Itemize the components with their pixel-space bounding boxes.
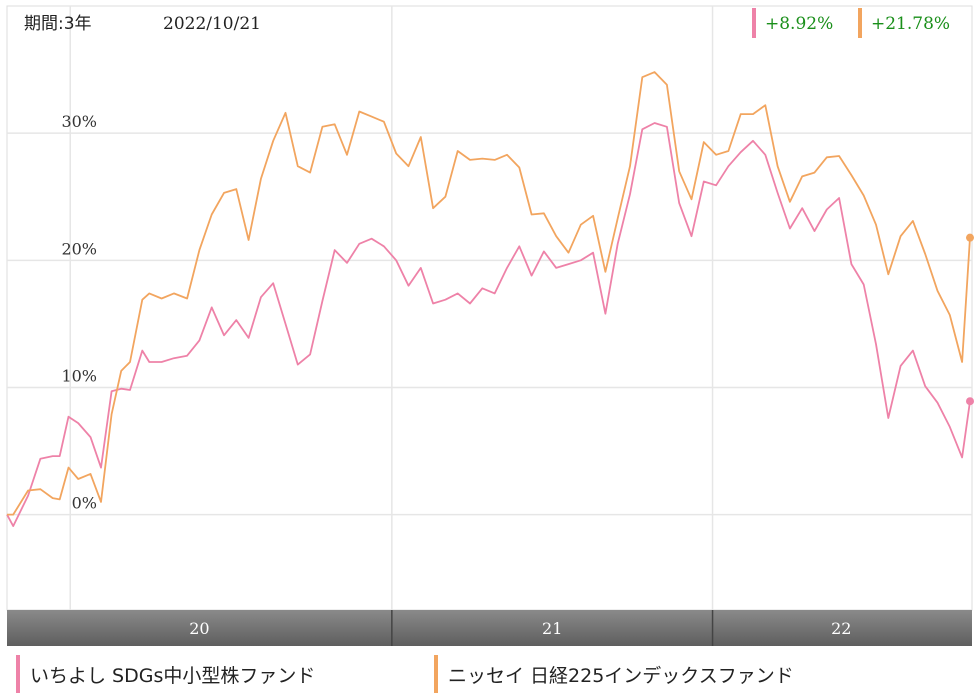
return-value-nikkei: +21.78% <box>871 14 950 34</box>
legend-item-nikkei: ニッセイ 日経225インデックスファンド <box>434 654 794 694</box>
legend-label-sdgs: いちよし SDGs中小型株ファンド <box>30 664 316 687</box>
time-axis-background <box>7 610 972 646</box>
legend-swatch-sdgs <box>16 655 20 693</box>
year-label: 21 <box>542 619 562 638</box>
year-label: 20 <box>189 619 209 638</box>
time-axis-bar: 20 21 22 <box>7 610 972 646</box>
legend-item-sdgs: いちよし SDGs中小型株ファンド <box>16 654 315 694</box>
y-tick-label: 0% <box>72 494 97 513</box>
year-labels: 20 21 22 <box>189 610 851 646</box>
return-swatch-sdgs <box>752 8 756 38</box>
date-label: 2022/10/21 <box>163 14 261 34</box>
series-lines <box>6 71 974 527</box>
y-tick-label: 20% <box>61 239 97 258</box>
legend: いちよし SDGs中小型株ファンド ニッセイ 日経225インデックスファンド <box>0 648 977 694</box>
series-end-marker-0 <box>966 397 974 406</box>
plot-frame <box>6 5 973 611</box>
return-value-sdgs: +8.92% <box>765 14 833 34</box>
series-end-marker-1 <box>966 233 974 242</box>
series-line-1 <box>7 71 971 516</box>
legend-swatch-nikkei <box>434 655 438 693</box>
line-chart: 0% 10% 20% 30% 期間:3年 2022/10/21 +8.92% +21.… <box>6 5 974 646</box>
series-line-0 <box>6 122 971 527</box>
period-label: 期間:3年 <box>24 14 92 34</box>
year-label: 22 <box>831 619 851 638</box>
return-swatch-nikkei <box>858 8 862 38</box>
y-axis-ticks: 0% 10% 20% 30% <box>61 112 97 512</box>
y-tick-label: 30% <box>61 112 97 131</box>
legend-label-nikkei: ニッセイ 日経225インデックスファンド <box>448 664 794 687</box>
y-tick-label: 10% <box>61 366 97 385</box>
gridlines <box>7 6 972 610</box>
